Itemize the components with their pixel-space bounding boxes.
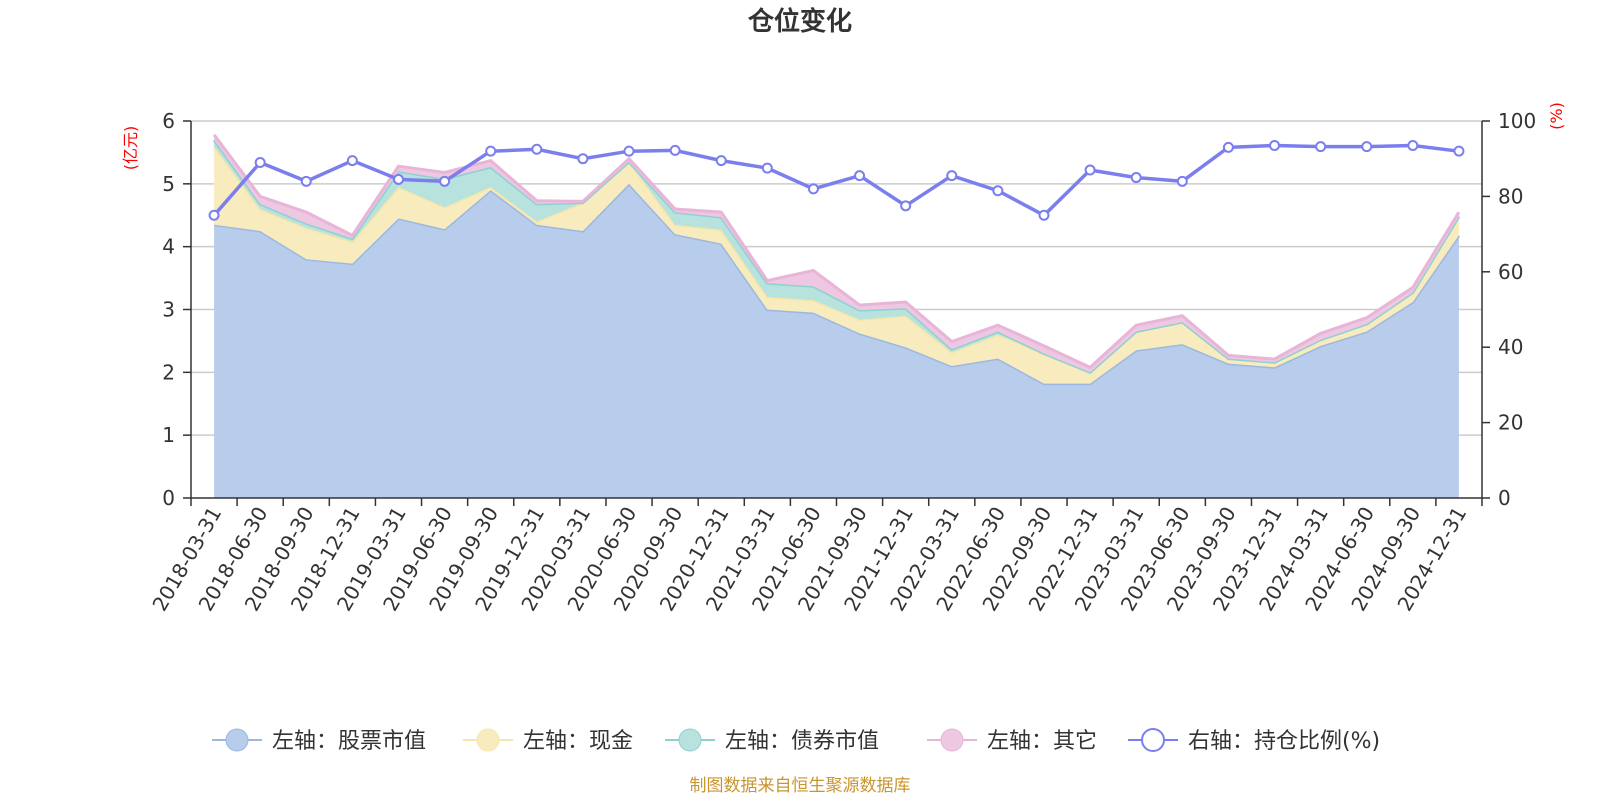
legend-label: 右轴：持仓比例(%) <box>1188 729 1380 754</box>
ratio-point[interactable] <box>1130 172 1142 184</box>
ratio-point[interactable] <box>1222 141 1234 153</box>
ratio-point[interactable] <box>1453 145 1465 157</box>
legend-item-1[interactable]: 左轴：股票市值 <box>212 728 426 754</box>
area-series-1 <box>214 183 1459 499</box>
ratio-point[interactable] <box>1176 175 1188 187</box>
right-tick-label: 100 <box>1498 109 1536 133</box>
left-tick-label: 5 <box>162 172 175 196</box>
left-tick-label: 6 <box>162 109 175 133</box>
left-axis-unit: (亿元) <box>121 126 140 171</box>
ratio-point[interactable] <box>1084 164 1096 176</box>
area-series-4 <box>214 134 1459 373</box>
legend-item-5[interactable]: 右轴：持仓比例(%) <box>1128 728 1380 754</box>
right-tick-label: 0 <box>1498 486 1511 510</box>
right-tick-label: 40 <box>1498 335 1523 359</box>
left-tick-label: 2 <box>162 360 175 384</box>
ratio-point[interactable] <box>761 162 773 174</box>
ratio-point[interactable] <box>623 145 635 157</box>
ratio-point[interactable] <box>392 173 404 185</box>
ratio-point[interactable] <box>1269 140 1281 152</box>
ratio-point[interactable] <box>1407 140 1419 152</box>
ratio-point[interactable] <box>946 170 958 182</box>
right-axis-unit: (%) <box>1547 102 1566 130</box>
ratio-point[interactable] <box>715 155 727 167</box>
holding-ratio-line <box>208 140 1465 221</box>
left-tick-label: 1 <box>162 423 175 447</box>
legend[interactable]: 左轴：股票市值 左轴：现金 左轴：债券市值 左轴：其它 右轴：持仓比例(%) <box>212 728 1380 754</box>
ratio-point[interactable] <box>439 175 451 187</box>
ratio-point[interactable] <box>208 209 220 221</box>
ratio-point[interactable] <box>1361 141 1373 153</box>
legend-label: 左轴：股票市值 <box>272 729 426 754</box>
left-tick-label: 4 <box>162 235 175 259</box>
source-note: 制图数据来自恒生聚源数据库 <box>690 776 911 796</box>
legend-item-3[interactable]: 左轴：债券市值 <box>665 728 879 754</box>
legend-marker <box>940 728 964 752</box>
ratio-point[interactable] <box>300 175 312 187</box>
ratio-point[interactable] <box>1315 141 1327 153</box>
legend-item-2[interactable]: 左轴：现金 <box>463 728 633 754</box>
ratio-point[interactable] <box>900 200 912 212</box>
ratio-point[interactable] <box>1038 209 1050 221</box>
ratio-point[interactable] <box>854 170 866 182</box>
ratio-line-path <box>212 143 1460 218</box>
right-tick-label: 60 <box>1498 260 1523 284</box>
ratio-point[interactable] <box>485 145 497 157</box>
legend-label: 左轴：现金 <box>523 729 633 754</box>
right-tick-label: 20 <box>1498 411 1523 435</box>
ratio-point[interactable] <box>577 153 589 165</box>
legend-marker <box>1141 728 1165 752</box>
stacked-areas <box>212 133 1461 499</box>
area-series-3 <box>214 139 1459 373</box>
legend-label: 左轴：其它 <box>987 729 1097 754</box>
ratio-point[interactable] <box>992 185 1004 197</box>
left-tick-label: 0 <box>162 486 175 510</box>
area-edge-series-4 <box>212 133 1461 370</box>
ratio-point[interactable] <box>346 155 358 167</box>
legend-marker <box>225 728 249 752</box>
ratio-point[interactable] <box>807 183 819 195</box>
ratio-point[interactable] <box>669 144 681 156</box>
legend-marker <box>476 728 500 752</box>
chart-title: 仓位变化 <box>747 6 852 37</box>
ratio-point[interactable] <box>531 143 543 155</box>
ratio-point[interactable] <box>254 156 266 168</box>
left-tick-label: 3 <box>162 298 175 322</box>
right-tick-label: 80 <box>1498 184 1523 208</box>
legend-item-4[interactable]: 左轴：其它 <box>927 728 1097 754</box>
area-edge-series-3 <box>212 139 1461 375</box>
legend-label: 左轴：债券市值 <box>725 729 879 754</box>
legend-marker <box>678 728 702 752</box>
